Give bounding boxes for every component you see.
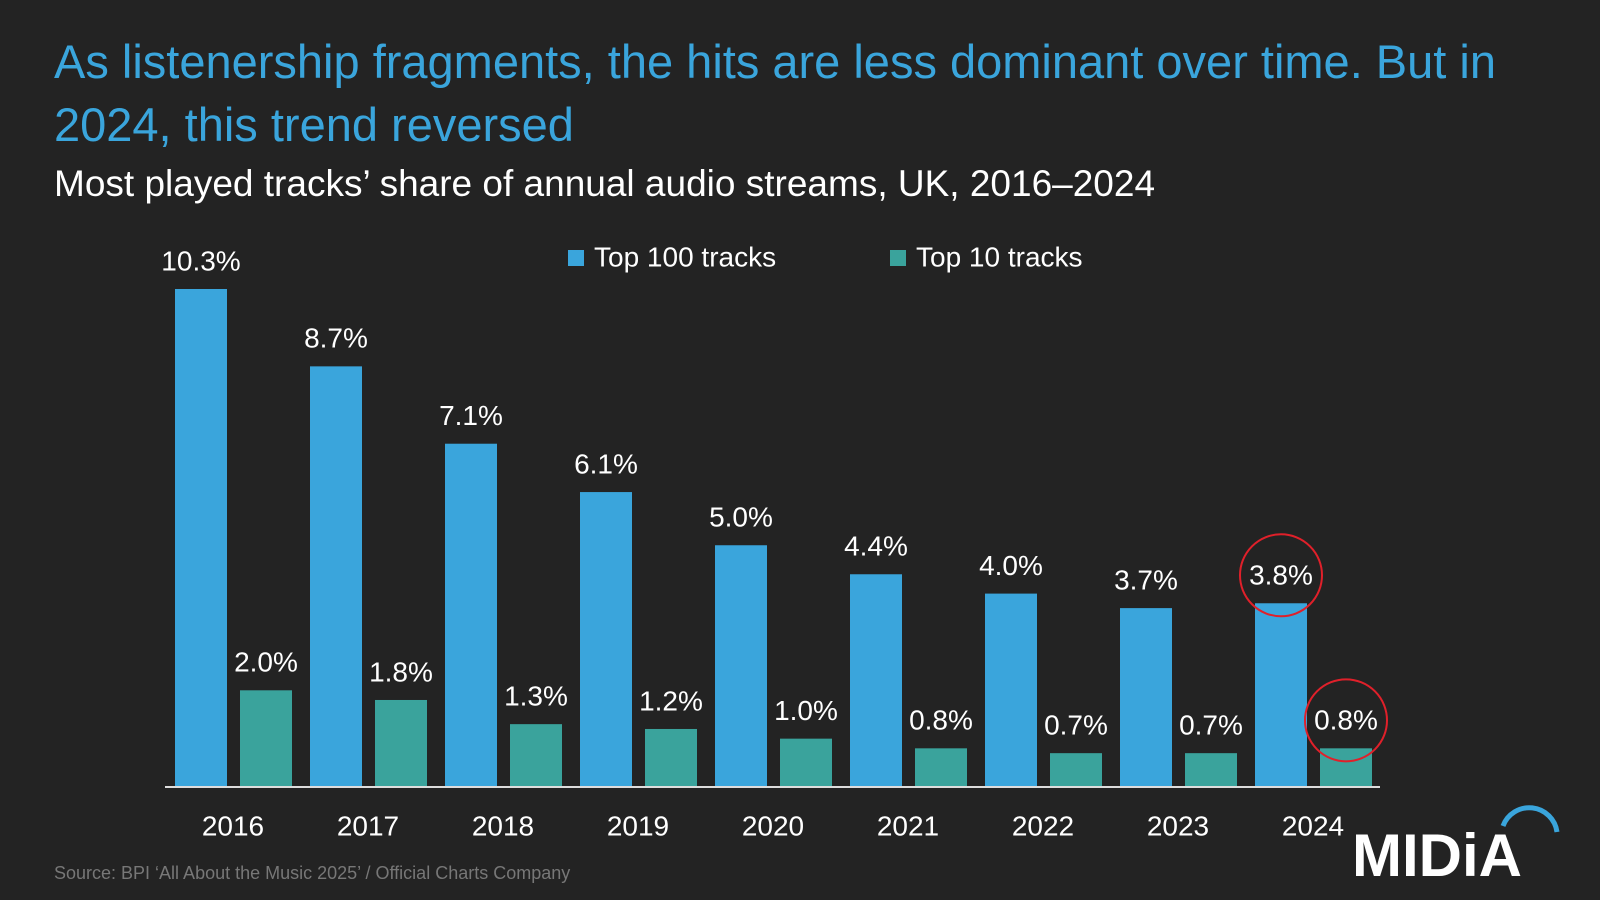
bar — [175, 289, 227, 787]
chart-subtitle: Most played tracks’ share of annual audi… — [54, 163, 1156, 204]
value-label: 8.7% — [304, 323, 368, 354]
x-tick-label: 2023 — [1147, 810, 1209, 841]
chart-title: As listenership fragments, the hits are … — [54, 35, 1496, 151]
bar — [850, 574, 902, 787]
bar — [1255, 603, 1307, 787]
value-label: 4.4% — [844, 531, 908, 562]
value-label: 0.8% — [1314, 705, 1378, 736]
value-label: 5.0% — [709, 502, 773, 533]
bar — [645, 728, 697, 787]
bar — [985, 593, 1037, 787]
value-label: 3.7% — [1114, 564, 1178, 595]
bar — [1320, 748, 1372, 787]
x-tick-label: 2020 — [742, 810, 804, 841]
bar — [240, 690, 292, 787]
value-label: 1.2% — [639, 685, 703, 716]
bar — [510, 724, 562, 787]
value-label: 0.8% — [909, 705, 973, 736]
bar — [1185, 753, 1237, 787]
value-label: 0.7% — [1179, 710, 1243, 741]
bar — [1120, 608, 1172, 787]
value-label: 1.3% — [504, 681, 568, 712]
value-label: 7.1% — [439, 400, 503, 431]
value-label: 4.0% — [979, 550, 1043, 581]
highlight-circle — [1239, 533, 1323, 618]
value-label: 1.8% — [369, 656, 433, 687]
x-tick-label: 2018 — [472, 810, 534, 841]
x-tick-label: 2021 — [877, 810, 939, 841]
highlight-circle — [1304, 678, 1388, 763]
bar — [310, 366, 362, 787]
value-label: 10.3% — [161, 245, 240, 276]
legend-label: Top 100 tracks — [594, 241, 776, 272]
bar — [915, 748, 967, 787]
value-label: 3.8% — [1249, 560, 1313, 591]
logo: MIDiA — [1352, 822, 1522, 889]
value-label: 1.0% — [774, 695, 838, 726]
bar — [715, 545, 767, 787]
bar — [375, 699, 427, 787]
bar — [780, 738, 832, 787]
bar — [1050, 753, 1102, 787]
x-tick-label: 2016 — [202, 810, 264, 841]
value-label: 6.1% — [574, 448, 638, 479]
logo-arc — [1500, 805, 1560, 833]
legend-swatch — [890, 250, 906, 266]
source: Source: BPI ‘All About the Music 2025’ /… — [54, 863, 570, 883]
x-tick-label: 2024 — [1282, 810, 1344, 841]
bar — [580, 492, 632, 787]
x-tick-label: 2019 — [607, 810, 669, 841]
x-tick-label: 2022 — [1012, 810, 1074, 841]
bar — [445, 443, 497, 787]
value-label: 2.0% — [234, 647, 298, 678]
value-label: 0.7% — [1044, 710, 1108, 741]
x-tick-label: 2017 — [337, 810, 399, 841]
legend-swatch — [568, 250, 584, 266]
legend-label: Top 10 tracks — [916, 241, 1083, 272]
